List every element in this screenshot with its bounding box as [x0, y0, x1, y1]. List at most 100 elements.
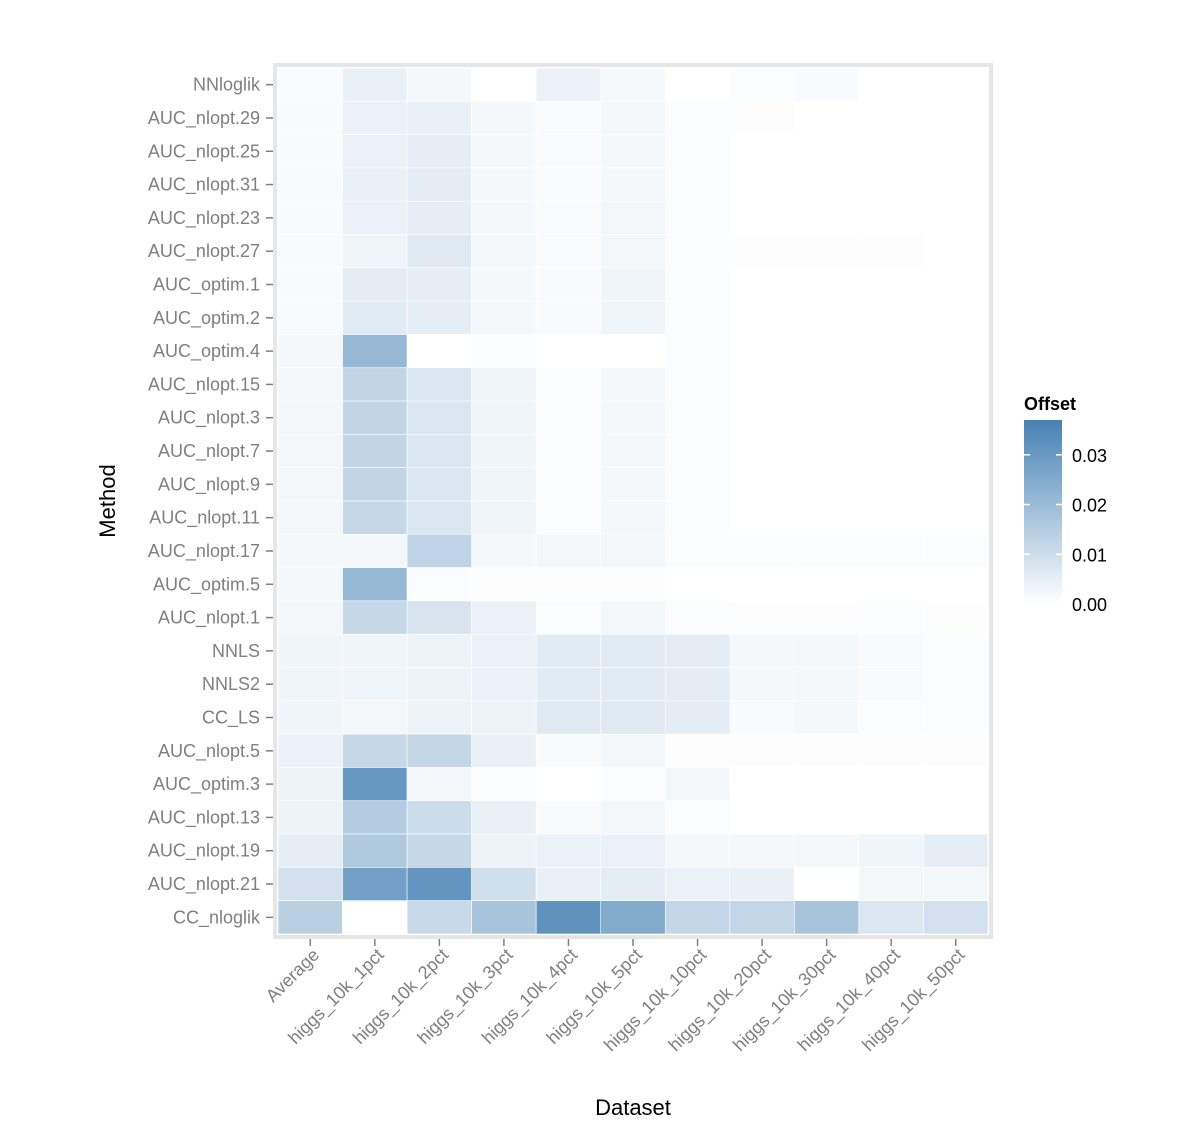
- heatmap-cell: [277, 434, 343, 468]
- heatmap-cell: [535, 867, 602, 901]
- heatmap-cell: [923, 200, 989, 235]
- y-tick-label: AUC_nlopt.13: [148, 807, 260, 828]
- heatmap-cell: [342, 167, 408, 202]
- heatmap-cell: [471, 467, 537, 502]
- y-tick-label: AUC_nlopt.17: [148, 541, 260, 562]
- heatmap-cell: [858, 667, 924, 702]
- heatmap-cell: [729, 700, 795, 735]
- heatmap-cell: [923, 867, 989, 901]
- heatmap-cell: [729, 134, 795, 169]
- y-tick-label: AUC_optim.4: [153, 341, 260, 362]
- heatmap-cell: [729, 334, 795, 369]
- y-tick-label: NNLS: [212, 641, 260, 661]
- heatmap-cell: [406, 800, 472, 835]
- heatmap-cell: [535, 101, 602, 135]
- heatmap-cell: [277, 567, 343, 602]
- heatmap-cell: [858, 900, 924, 935]
- heatmap-cell: [342, 667, 408, 702]
- heatmap-cell: [729, 234, 795, 269]
- heatmap-cell: [794, 633, 860, 668]
- heatmap-cell: [471, 900, 537, 935]
- heatmap-cell: [923, 267, 989, 302]
- heatmap-cell: [794, 467, 860, 502]
- heatmap-cell: [729, 633, 795, 668]
- heatmap-cell: [729, 200, 795, 235]
- heatmap-cell: [664, 467, 731, 502]
- heatmap-cell: [664, 767, 731, 802]
- heatmap-cell: [535, 600, 602, 635]
- heatmap-cell: [858, 400, 924, 435]
- heatmap-cell: [664, 733, 731, 768]
- heatmap-cell: [471, 367, 537, 402]
- y-tick-label: AUC_nlopt.15: [148, 374, 260, 395]
- heatmap-cell: [664, 334, 731, 369]
- color-legend: Offset 0.00 0.01 0.02 0.03: [1024, 394, 1107, 615]
- heatmap-cell: [729, 567, 795, 602]
- heatmap-cell: [729, 67, 795, 102]
- heatmap-cell: [600, 733, 666, 768]
- heatmap-cell: [406, 434, 472, 468]
- heatmap-cell: [600, 867, 666, 901]
- heatmap-cell: [277, 833, 343, 868]
- heatmap-cell: [600, 534, 666, 568]
- heatmap-cell: [600, 700, 666, 735]
- heatmap-cell: [664, 400, 731, 435]
- heatmap-cell: [535, 567, 602, 602]
- heatmap-cell: [535, 500, 602, 535]
- heatmap-cell: [535, 67, 602, 102]
- y-tick-label: AUC_nlopt.19: [148, 841, 260, 862]
- heatmap-cell: [406, 234, 472, 269]
- heatmap-cell: [923, 667, 989, 702]
- heatmap-cell: [923, 400, 989, 435]
- heatmap-cell: [729, 767, 795, 802]
- heatmap-cell: [794, 900, 860, 935]
- heatmap-cell: [406, 334, 472, 369]
- heatmap-cell: [535, 800, 602, 835]
- heatmap-cell: [600, 600, 666, 635]
- heatmap-cell: [923, 534, 989, 568]
- heatmap-cell: [600, 400, 666, 435]
- heatmap-cell: [600, 334, 666, 369]
- heatmap-cell: [342, 500, 408, 535]
- y-tick-label: AUC_nlopt.25: [148, 141, 260, 162]
- heatmap-cell: [858, 200, 924, 235]
- legend-tick-label: 0.00: [1072, 595, 1107, 615]
- heatmap-cell: [406, 267, 472, 302]
- heatmap-cell: [406, 667, 472, 702]
- heatmap-cell: [471, 300, 537, 335]
- heatmap-cell: [342, 700, 408, 735]
- heatmap-cell: [406, 500, 472, 535]
- heatmap-cell: [471, 800, 537, 835]
- heatmap-cell: [858, 700, 924, 735]
- heatmap-cell: [600, 633, 666, 668]
- heatmap-cell: [406, 367, 472, 402]
- heatmap-cell: [923, 367, 989, 402]
- heatmap-cell: [664, 567, 731, 602]
- heatmap-cell: [858, 600, 924, 635]
- heatmap-cell: [858, 234, 924, 269]
- heatmap-cell: [600, 300, 666, 335]
- heatmap-cell: [277, 700, 343, 735]
- heatmap-cell: [794, 434, 860, 468]
- heatmap-cell: [600, 367, 666, 402]
- heatmap-cell: [729, 733, 795, 768]
- heatmap-cell: [794, 400, 860, 435]
- heatmap-cell: [535, 367, 602, 402]
- heatmap-cell: [729, 600, 795, 635]
- heatmap-cell: [471, 767, 537, 802]
- heatmap-cell: [471, 600, 537, 635]
- heatmap-cell: [406, 67, 472, 102]
- legend-colorbar: [1024, 420, 1062, 604]
- heatmap-cell: [471, 101, 537, 135]
- heatmap-cell: [342, 67, 408, 102]
- heatmap-cell: [600, 167, 666, 202]
- heatmap-cell: [277, 367, 343, 402]
- heatmap-cell: [342, 300, 408, 335]
- legend-tick-label: 0.01: [1072, 545, 1107, 565]
- heatmap-cell: [794, 667, 860, 702]
- heatmap-cell: [406, 167, 472, 202]
- heatmap-cell: [535, 767, 602, 802]
- heatmap-cell: [729, 400, 795, 435]
- heatmap-cell: [664, 900, 731, 935]
- y-tick-label: AUC_optim.5: [153, 574, 260, 595]
